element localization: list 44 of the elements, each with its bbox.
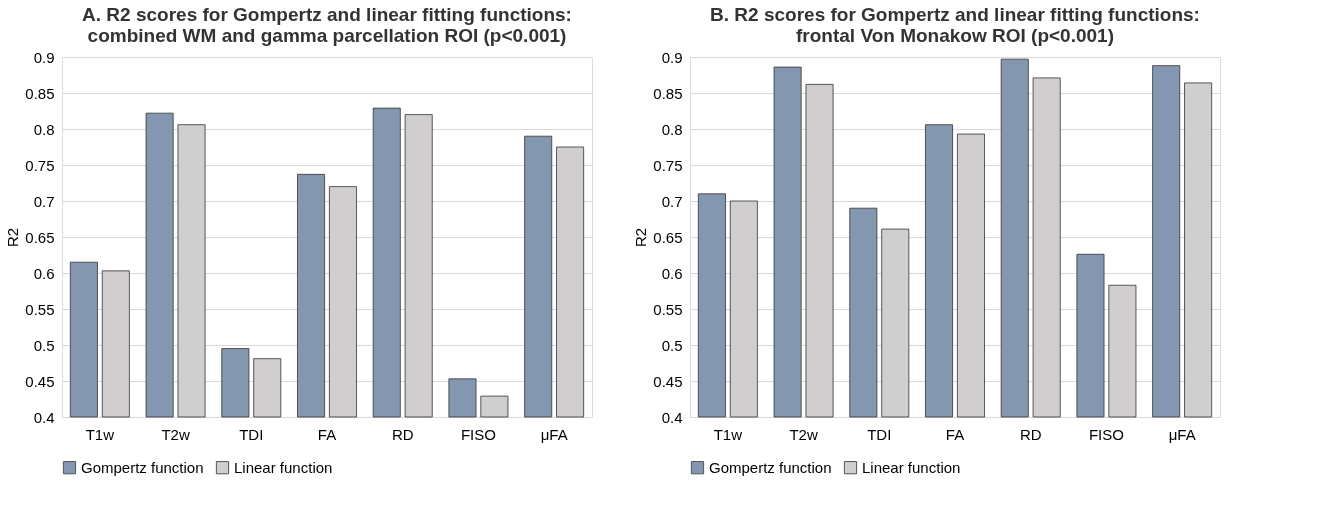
x-tick-label: FISO <box>1088 425 1124 443</box>
y-tick-label: 0.65 <box>653 228 683 246</box>
y-tick-label: 0.85 <box>653 84 683 102</box>
y-axis-title: R2 <box>4 227 22 248</box>
x-tick-label: T2w <box>161 425 190 443</box>
y-axis-title: R2 <box>632 227 650 248</box>
x-tick-label: T1w <box>85 425 115 443</box>
y-tick-label: 0.9 <box>661 48 683 66</box>
y-tick-label: 0.75 <box>25 156 55 174</box>
x-tick-label: μFA <box>540 425 568 443</box>
y-tick-label: 0.85 <box>25 84 55 102</box>
x-tick-label: RD <box>1019 425 1042 443</box>
x-tick-label: T2w <box>789 425 818 443</box>
chart-title: A. R2 scores for Gompertz and linear fitting functions: combined WM and gamma parcellation ROI (p<0.001) <box>82 4 572 46</box>
y-tick-label: 0.8 <box>33 120 55 138</box>
x-tick-label: TDI <box>867 425 892 443</box>
legend-label: Linear function <box>234 458 333 476</box>
y-tick-label: 0.45 <box>653 372 683 390</box>
y-tick-label: 0.9 <box>33 48 55 66</box>
legend-label: Linear function <box>862 458 961 476</box>
y-tick-label: 0.55 <box>25 300 55 318</box>
x-tick-label: μFA <box>1168 425 1196 443</box>
y-tick-label: 0.6 <box>33 264 55 282</box>
x-tick-label: FA <box>317 425 337 443</box>
x-tick-label: TDI <box>239 425 264 443</box>
legend-label: Gompertz function <box>81 458 204 476</box>
x-tick-label: FA <box>945 425 965 443</box>
y-tick-label: 0.7 <box>33 192 55 210</box>
legend-label: Gompertz function <box>709 458 832 476</box>
y-tick-label: 0.4 <box>661 408 683 426</box>
y-tick-label: 0.6 <box>661 264 683 282</box>
x-tick-label: T1w <box>713 425 743 443</box>
chart-title: B. R2 scores for Gompertz and linear fitting functions: frontal Von Monakow ROI (p<0.001) <box>710 4 1200 46</box>
y-tick-label: 0.7 <box>661 192 683 210</box>
y-tick-label: 0.45 <box>25 372 55 390</box>
x-tick-label: FISO <box>460 425 496 443</box>
y-tick-label: 0.8 <box>661 120 683 138</box>
y-tick-label: 0.65 <box>25 228 55 246</box>
y-tick-label: 0.55 <box>653 300 683 318</box>
y-tick-label: 0.75 <box>653 156 683 174</box>
x-tick-label: RD <box>391 425 414 443</box>
y-tick-label: 0.5 <box>33 336 55 354</box>
y-tick-label: 0.5 <box>661 336 683 354</box>
y-tick-label: 0.4 <box>33 408 55 426</box>
